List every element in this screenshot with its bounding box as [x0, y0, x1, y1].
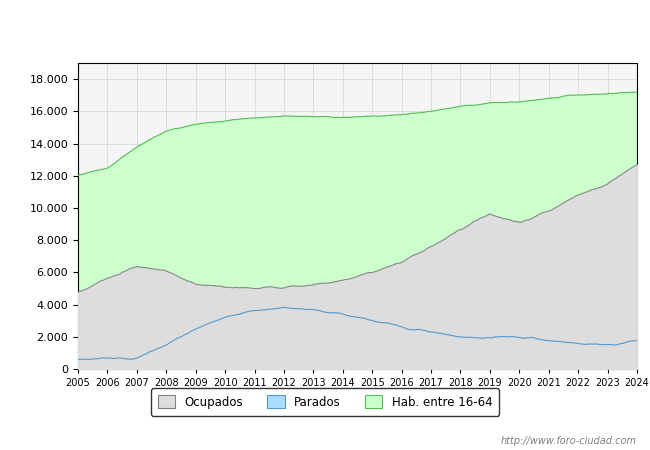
Legend: Ocupados, Parados, Hab. entre 16-64: Ocupados, Parados, Hab. entre 16-64: [151, 388, 499, 416]
Text: http://www.foro-ciudad.com: http://www.foro-ciudad.com: [501, 436, 637, 446]
Text: Armilla - Evolucion de la poblacion en edad de Trabajar Mayo de 2024: Armilla - Evolucion de la poblacion en e…: [69, 19, 581, 35]
